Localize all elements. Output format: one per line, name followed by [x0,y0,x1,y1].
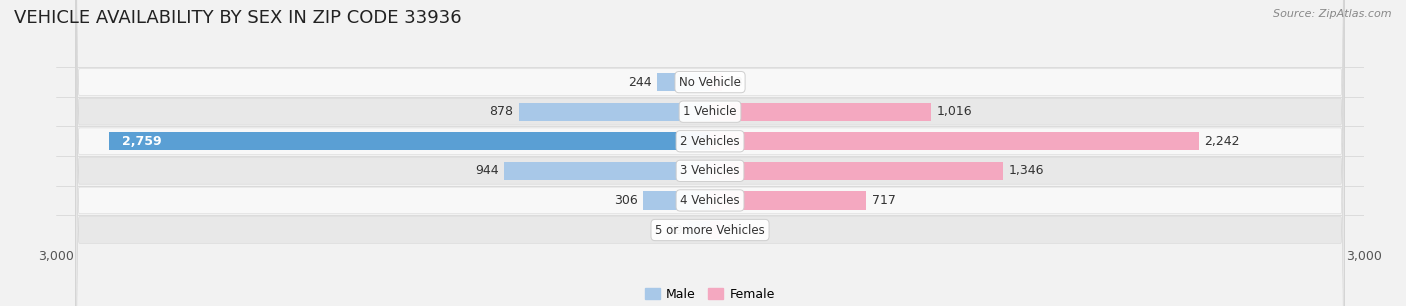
FancyBboxPatch shape [76,0,1344,306]
Bar [505,162,710,180]
Text: 51: 51 [727,223,742,237]
Bar [689,221,710,239]
Bar [710,191,866,210]
Text: Source: ZipAtlas.com: Source: ZipAtlas.com [1274,9,1392,19]
Legend: Male, Female: Male, Female [640,283,780,306]
Text: 99: 99 [668,223,683,237]
Bar [710,221,721,239]
Text: 2,242: 2,242 [1204,135,1240,148]
Text: 944: 944 [475,164,499,177]
FancyBboxPatch shape [76,0,1344,306]
FancyBboxPatch shape [76,0,1344,306]
Text: 2 Vehicles: 2 Vehicles [681,135,740,148]
Bar [710,103,931,121]
Text: 1,346: 1,346 [1010,164,1045,177]
Text: 244: 244 [628,76,651,89]
Text: 717: 717 [872,194,896,207]
FancyBboxPatch shape [76,0,1344,306]
FancyBboxPatch shape [76,0,1344,306]
Text: 3 Vehicles: 3 Vehicles [681,164,740,177]
Text: 1,016: 1,016 [936,105,973,118]
Text: 53: 53 [727,76,742,89]
FancyBboxPatch shape [76,0,1344,306]
Bar [519,103,710,121]
Bar [644,191,710,210]
Text: 4 Vehicles: 4 Vehicles [681,194,740,207]
Bar [108,132,710,151]
Text: 878: 878 [489,105,513,118]
Text: No Vehicle: No Vehicle [679,76,741,89]
Bar [710,73,721,91]
Text: 5 or more Vehicles: 5 or more Vehicles [655,223,765,237]
Text: 1 Vehicle: 1 Vehicle [683,105,737,118]
Bar [657,73,710,91]
Bar [710,132,1199,151]
Text: 2,759: 2,759 [122,135,162,148]
Bar [710,162,1004,180]
Text: VEHICLE AVAILABILITY BY SEX IN ZIP CODE 33936: VEHICLE AVAILABILITY BY SEX IN ZIP CODE … [14,9,461,27]
Text: 306: 306 [614,194,638,207]
